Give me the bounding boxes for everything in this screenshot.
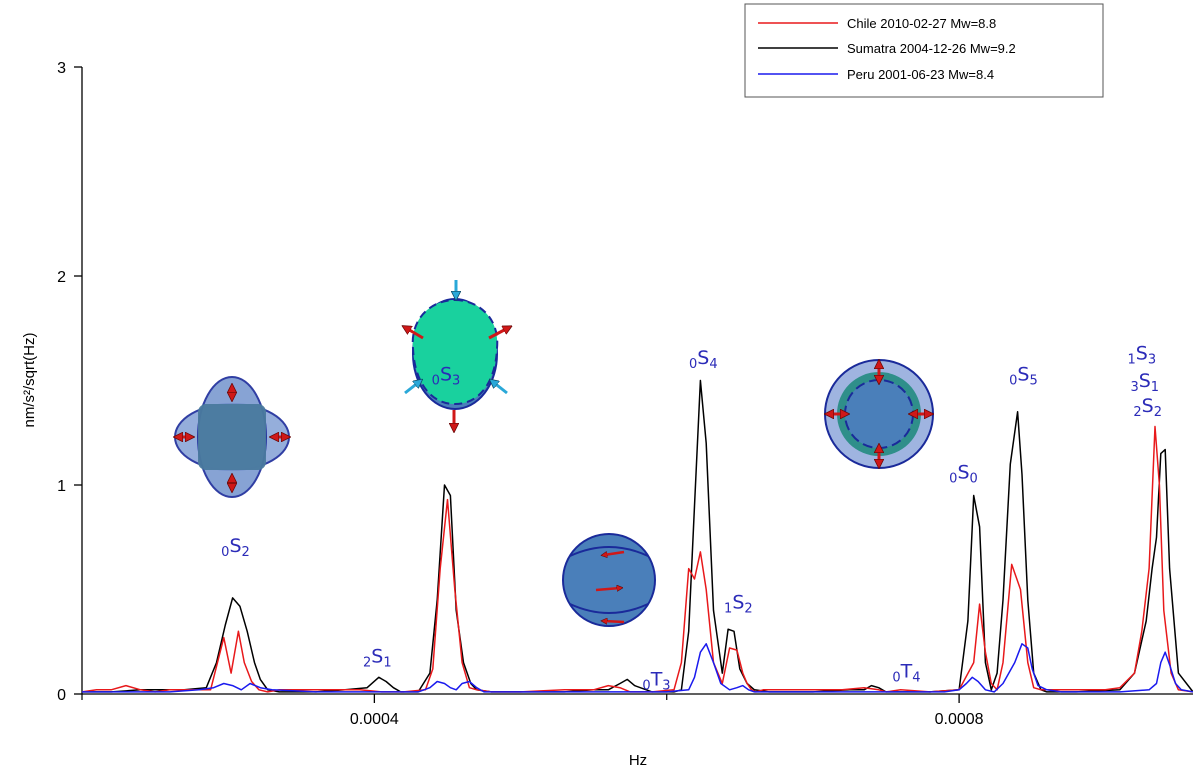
- series-line-chile: [81, 425, 1193, 693]
- y-tick-label: 3: [57, 60, 66, 77]
- mode-0S2-core: [198, 404, 266, 470]
- legend: Chile 2010-02-27 Mw=8.8 Sumatra 2004-12-…: [744, 3, 1104, 98]
- mode-0T-band-upper: [569, 546, 649, 557]
- mode-0T-sphere: [562, 533, 656, 627]
- mode-label-1S3: 1S3: [1128, 343, 1157, 368]
- legend-label-sumatra: Sumatra 2004-12-26 Mw=9.2: [847, 41, 1016, 56]
- mode-label-3S1: 3S1: [1130, 370, 1159, 395]
- mode-label-0S0: 0S0: [949, 462, 978, 487]
- mode-0S2-illustration: [175, 376, 289, 498]
- mode-0T-arrow-top: [604, 550, 625, 555]
- mode-0S0-core: [844, 379, 914, 449]
- mode-label-2S1: 2S1: [363, 646, 392, 671]
- mode-0T-arrow-mid: [595, 588, 620, 590]
- mode-label-0T3: 0T3: [642, 669, 670, 694]
- mode-0T-illustration: [562, 533, 656, 627]
- y-tick-label: 2: [57, 269, 66, 286]
- y-tick-label: 0: [57, 687, 66, 704]
- x-tick-label: 0.0008: [935, 711, 984, 728]
- mode-label-0S2: 0S2: [221, 535, 250, 560]
- x-axis-title: Hz: [629, 752, 647, 769]
- legend-label-peru: Peru 2001-06-23 Mw=8.4: [847, 67, 994, 82]
- mode-0S3-arrow-upright-out: [488, 328, 508, 340]
- mode-0S3-illustration: [405, 280, 508, 428]
- legend-label-chile: Chile 2010-02-27 Mw=8.8: [847, 16, 996, 31]
- mode-0T-arrow-bottom: [604, 621, 625, 622]
- mode-label-2S2: 2S2: [1133, 395, 1162, 420]
- legend-box: [744, 3, 1104, 98]
- x-ticks: 0.0004 0.0008: [81, 694, 984, 728]
- series-line-peru: [82, 643, 1193, 693]
- mode-label-0T4: 0T4: [892, 660, 920, 685]
- mode-label-1S2: 1S2: [724, 591, 753, 616]
- series-line-sumatra: [82, 379, 1193, 693]
- x-tick-label: 0.0004: [350, 711, 399, 728]
- mode-0S0-illustration: [824, 359, 934, 469]
- y-ticks: 0 1 2 3: [57, 60, 82, 704]
- mode-0T-band-lower: [569, 603, 649, 614]
- mode-label-0S3: 0S3: [432, 364, 461, 389]
- mode-0S3-arrow-lowright-in: [493, 382, 508, 395]
- mode-label-0S4: 0S4: [689, 347, 718, 372]
- mode-0S3-shape-b: [411, 298, 499, 406]
- y-tick-label: 1: [57, 478, 66, 495]
- series-layer: [81, 379, 1193, 693]
- mode-0S3-arrow-upleft-out: [406, 328, 424, 340]
- y-axis-title: nm/s²/sqrt(Hz): [21, 333, 38, 428]
- mode-label-0S5: 0S5: [1009, 364, 1038, 389]
- mode-0S3-arrow-lowleft-in: [404, 382, 419, 395]
- axes: [81, 67, 1193, 695]
